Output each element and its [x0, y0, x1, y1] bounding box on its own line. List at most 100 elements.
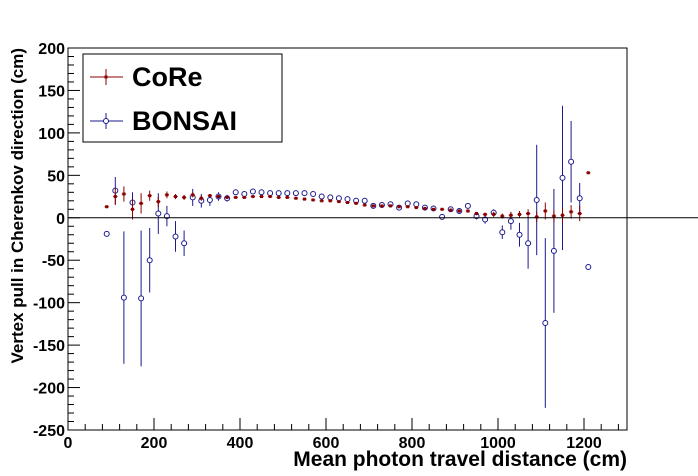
core-point: [543, 209, 547, 213]
data-layer: [103, 105, 592, 408]
core-point: [509, 213, 513, 217]
core-point: [397, 205, 401, 209]
legend-label-bonsai: BONSAI: [132, 106, 237, 136]
core-point: [466, 209, 470, 213]
bonsai-point: [267, 190, 274, 197]
bonsai-point: [318, 193, 325, 200]
core-point: [165, 193, 169, 197]
core-point: [113, 195, 117, 199]
core-point: [148, 194, 152, 198]
core-point: [518, 212, 521, 216]
bonsai-point: [232, 189, 239, 196]
bonsai-point: [181, 240, 188, 247]
bonsai-point: [155, 210, 162, 217]
core-point: [423, 206, 427, 210]
bonsai-point: [542, 320, 549, 327]
core-point: [225, 195, 229, 199]
core-point: [139, 201, 143, 205]
bonsai-point: [206, 196, 213, 203]
bonsai-point: [275, 190, 282, 197]
bonsai-point: [249, 188, 256, 195]
core-point: [191, 193, 195, 197]
bonsai-point: [120, 294, 127, 301]
legend-label-core: CoRe: [132, 62, 203, 92]
core-point: [354, 201, 358, 205]
core-point: [260, 195, 263, 199]
bonsai-point: [335, 195, 342, 202]
y-axis-title: Vertex pull in Cherenkov direction (cm): [8, 48, 27, 364]
axes-layer: 0 200 400 600 800 1000 1200-250-200-150-100-50…: [33, 41, 698, 452]
core-point: [449, 208, 453, 212]
y-tick-label: -100: [33, 296, 65, 313]
x-tick-label: 0: [64, 435, 73, 452]
core-point: [131, 207, 134, 211]
x-tick-label: 600: [313, 435, 340, 452]
core-point: [217, 195, 220, 199]
core-point: [268, 195, 272, 199]
bonsai-point: [172, 233, 179, 240]
core-point: [500, 214, 504, 218]
core-point: [389, 204, 392, 208]
core-point: [440, 207, 444, 211]
x-tick-label: 400: [227, 435, 254, 452]
core-point: [277, 195, 281, 199]
y-tick-label: 150: [38, 83, 65, 100]
bonsai-point: [361, 197, 368, 204]
y-tick-label: 200: [38, 41, 65, 58]
bonsai-point: [559, 174, 566, 181]
core-point: [208, 194, 212, 198]
x-tick-label: 800: [399, 435, 426, 452]
plot-frame: [67, 47, 628, 431]
bonsai-point: [439, 213, 446, 220]
core-point: [526, 212, 530, 216]
core-point: [371, 204, 375, 208]
core-point: [561, 213, 564, 217]
core-point: [475, 212, 478, 216]
bonsai-point: [507, 218, 514, 225]
core-point: [174, 195, 177, 199]
y-tick-label: -50: [42, 253, 65, 270]
core-point: [457, 209, 461, 213]
x-tick-label: 1200: [566, 435, 602, 452]
y-tick-label: -150: [33, 338, 65, 355]
bonsai-point: [550, 247, 557, 254]
core-point: [337, 200, 341, 204]
bonsai-point: [413, 201, 420, 208]
core-point: [251, 195, 255, 199]
legend-bonsai-marker: [103, 118, 109, 124]
bonsai-point: [464, 202, 471, 209]
bonsai-point: [292, 190, 299, 197]
core-point: [586, 171, 590, 175]
bonsai-point: [310, 191, 317, 198]
y-tick-label: 100: [38, 126, 65, 143]
bonsai-point: [103, 230, 110, 237]
y-tick-label: 0: [56, 211, 65, 228]
bonsai-point: [146, 257, 153, 264]
core-point: [122, 192, 126, 196]
core-point: [328, 199, 332, 203]
bonsai-point: [258, 189, 265, 196]
core-point: [569, 210, 573, 214]
core-point: [483, 212, 487, 216]
y-tick-label: -200: [33, 381, 65, 398]
core-point: [156, 200, 160, 204]
core-point: [414, 206, 418, 210]
core-point: [234, 195, 238, 199]
bonsai-point: [344, 196, 351, 203]
core-point: [285, 195, 289, 199]
core-point: [346, 200, 349, 204]
core-point: [105, 205, 109, 209]
y-tick-label: -250: [33, 423, 65, 440]
bonsai-point: [525, 240, 532, 247]
core-point: [182, 195, 186, 199]
bonsai-point: [585, 264, 592, 271]
y-tick-label: 50: [47, 168, 65, 185]
bonsai-point: [499, 229, 506, 236]
core-point: [303, 197, 306, 201]
core-point: [406, 205, 410, 209]
bonsai-point: [301, 190, 308, 197]
core-point: [535, 215, 539, 219]
core-point: [492, 212, 496, 216]
core-point: [242, 195, 246, 199]
